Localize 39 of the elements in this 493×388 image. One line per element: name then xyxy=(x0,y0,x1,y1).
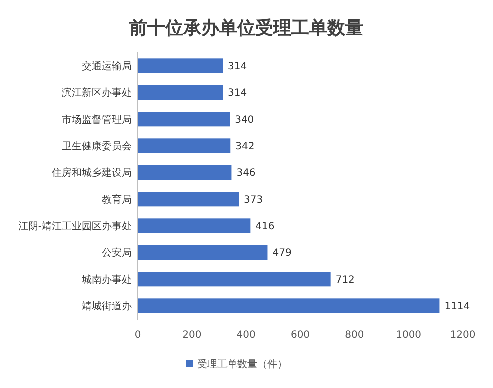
y-tick-label: 滨江新区办事处 xyxy=(62,87,132,100)
bar xyxy=(138,192,240,207)
y-tick-label: 卫生健康委员会 xyxy=(62,140,132,152)
y-tick-label: 住房和城乡建设局 xyxy=(52,167,132,180)
data-label: 346 xyxy=(236,168,256,180)
data-label: 340 xyxy=(235,114,254,126)
data-label: 712 xyxy=(336,274,355,286)
y-tick-label: 公安局 xyxy=(102,247,132,260)
x-tick-label: 800 xyxy=(345,330,364,341)
y-tick-label: 市场监督管理局 xyxy=(62,114,132,126)
y-tick-label: 城南办事处 xyxy=(81,274,132,286)
x-tick-label: 200 xyxy=(182,330,202,341)
bar xyxy=(138,245,268,260)
bar xyxy=(138,85,224,100)
data-label: 314 xyxy=(228,62,248,72)
x-tick-label: 600 xyxy=(290,330,310,341)
x-tick-label: 0 xyxy=(134,330,142,341)
bar xyxy=(138,165,232,180)
data-label: 373 xyxy=(244,194,264,206)
y-tick-label: 交通运输局 xyxy=(82,60,132,72)
data-label: 416 xyxy=(256,222,275,232)
bar xyxy=(138,272,331,287)
data-label: 342 xyxy=(236,142,255,152)
y-tick-label: 靖城街道办 xyxy=(82,300,132,312)
bar xyxy=(138,112,230,127)
data-label: 314 xyxy=(228,88,248,100)
x-tick-label: 400 xyxy=(236,330,256,341)
y-tick-label: 教育局 xyxy=(102,194,132,206)
x-tick-label: 1000 xyxy=(396,330,422,341)
chart-title: 前十位承办单位受理工单数量 xyxy=(128,18,364,39)
x-tick-label: 1200 xyxy=(450,330,476,341)
legend-label: 受理工单数量（件） xyxy=(198,358,288,370)
bar xyxy=(138,218,251,234)
bar xyxy=(138,298,440,314)
data-label: 479 xyxy=(272,248,292,260)
y-tick-label: 江阴-靖江工业园区办事处 xyxy=(18,220,132,232)
bar xyxy=(138,138,231,154)
bar xyxy=(138,58,224,74)
data-label: 1114 xyxy=(444,302,470,312)
